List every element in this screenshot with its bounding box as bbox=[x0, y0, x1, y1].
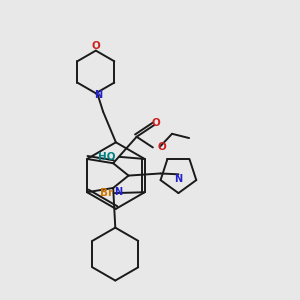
Text: N: N bbox=[174, 174, 182, 184]
Text: Br: Br bbox=[100, 188, 113, 198]
Text: O: O bbox=[152, 118, 161, 128]
Text: N: N bbox=[114, 187, 122, 197]
Text: HO: HO bbox=[98, 152, 116, 162]
Text: O: O bbox=[92, 41, 100, 51]
Text: O: O bbox=[158, 142, 167, 152]
Text: N: N bbox=[94, 90, 102, 100]
